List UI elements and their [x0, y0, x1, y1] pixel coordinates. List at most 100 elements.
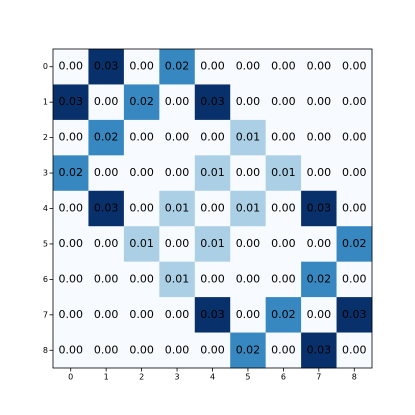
heatmap-cell: [159, 84, 196, 121]
cell-label: 0.00: [94, 237, 119, 250]
cell-label: 0.00: [58, 272, 83, 285]
cell-label: 0.00: [307, 308, 332, 321]
heatmap-cell: [194, 297, 231, 333]
heatmap-cell: [159, 226, 196, 262]
heatmap-cell: [53, 332, 89, 369]
heatmap-cell: [301, 261, 337, 298]
heatmap-cell: [301, 332, 337, 369]
heatmap-cell: [53, 261, 89, 298]
heatmap-cell: [265, 226, 302, 262]
cell-label: 0.00: [236, 166, 261, 179]
cell-label: 0.00: [58, 60, 83, 73]
heatmap-cell: [53, 297, 89, 333]
cell-label: 0.00: [129, 272, 154, 285]
cell-label: 0.00: [342, 166, 367, 179]
heatmap-cell: [194, 49, 231, 85]
heatmap-cell: [301, 49, 337, 85]
cell-label: 0.00: [129, 166, 154, 179]
cell-label: 0.03: [58, 95, 83, 108]
heatmap-cell: [265, 332, 302, 369]
cell-label: 0.00: [58, 237, 83, 250]
x-tick-label: 0: [68, 373, 73, 382]
heatmap-cell: [88, 155, 125, 192]
cell-label: 0.00: [236, 272, 261, 285]
y-tick-label: 2: [43, 133, 48, 142]
heatmap-cell: [159, 261, 196, 298]
heatmap-cell: [123, 261, 160, 298]
heatmap-cell: [88, 190, 125, 227]
heatmap-cell: [88, 297, 125, 333]
cell-label: 0.00: [271, 202, 296, 215]
cell-label: 0.00: [200, 60, 225, 73]
cell-label: 0.00: [94, 272, 119, 285]
heatmap-cell: [336, 297, 373, 333]
cell-label: 0.00: [236, 60, 261, 73]
heatmap-cell: [336, 261, 373, 298]
heatmap-cell: [230, 226, 266, 262]
cell-label: 0.03: [94, 202, 119, 215]
heatmap-cell: [53, 190, 89, 227]
cell-label: 0.00: [307, 131, 332, 144]
cell-label: 0.03: [200, 95, 225, 108]
heatmap-cell: [230, 155, 266, 192]
cell-label: 0.02: [94, 131, 119, 144]
heatmap-cell: [159, 190, 196, 227]
cell-label: 0.02: [58, 166, 83, 179]
heatmap-cell: [123, 190, 160, 227]
heatmap-cell: [159, 49, 196, 85]
cell-label: 0.00: [94, 166, 119, 179]
heatmap-cell: [88, 49, 125, 85]
heatmap-cell: [265, 297, 302, 333]
heatmap-cell: [159, 332, 196, 369]
x-tick-label: 2: [139, 373, 144, 382]
cell-label: 0.02: [342, 237, 367, 250]
heatmap-cell: [265, 49, 302, 85]
heatmap-cell: [265, 261, 302, 298]
heatmap-cell: [123, 332, 160, 369]
cell-label: 0.00: [342, 272, 367, 285]
heatmap-cell: [336, 190, 373, 227]
x-tick-label: 1: [104, 373, 109, 382]
y-tick-label: 0: [43, 62, 48, 71]
heatmap-cell: [53, 119, 89, 156]
y-tick-label: 3: [43, 169, 48, 178]
cell-label: 0.03: [200, 308, 225, 321]
heatmap-cell: [123, 297, 160, 333]
cell-label: 0.00: [165, 343, 190, 356]
heatmap-cell: [53, 155, 89, 192]
heatmap-cell: [159, 155, 196, 192]
heatmap-cell: [230, 49, 266, 85]
cell-label: 0.01: [236, 202, 261, 215]
cell-label: 0.00: [271, 95, 296, 108]
cell-label: 0.00: [129, 308, 154, 321]
heatmap-cell: [230, 332, 266, 369]
heatmap-cell: [301, 226, 337, 262]
heatmap-cell: [159, 119, 196, 156]
cell-label: 0.00: [236, 308, 261, 321]
cell-label: 0.00: [271, 272, 296, 285]
heatmap-cell: [88, 119, 125, 156]
cell-label: 0.00: [271, 131, 296, 144]
heatmap-cell: [265, 155, 302, 192]
heatmap-cell: [159, 297, 196, 333]
cell-label: 0.00: [94, 308, 119, 321]
heatmap-cell: [194, 119, 231, 156]
cell-label: 0.00: [200, 343, 225, 356]
heatmap-cell: [88, 84, 125, 121]
cell-label: 0.02: [271, 308, 296, 321]
heatmap-cell: [88, 261, 125, 298]
y-tick-label: 7: [43, 310, 48, 319]
heatmap-cell: [88, 332, 125, 369]
cell-label: 0.00: [307, 95, 332, 108]
cell-label: 0.00: [165, 131, 190, 144]
cell-label: 0.03: [94, 60, 119, 73]
heatmap-cell: [336, 226, 373, 262]
heatmap-cell: [194, 226, 231, 262]
cell-label: 0.00: [58, 308, 83, 321]
cell-label: 0.00: [129, 343, 154, 356]
cell-label: 0.02: [129, 95, 154, 108]
cell-label: 0.02: [307, 272, 332, 285]
x-tick-label: 8: [352, 373, 357, 382]
cell-label: 0.03: [342, 308, 367, 321]
cell-label: 0.01: [200, 237, 225, 250]
